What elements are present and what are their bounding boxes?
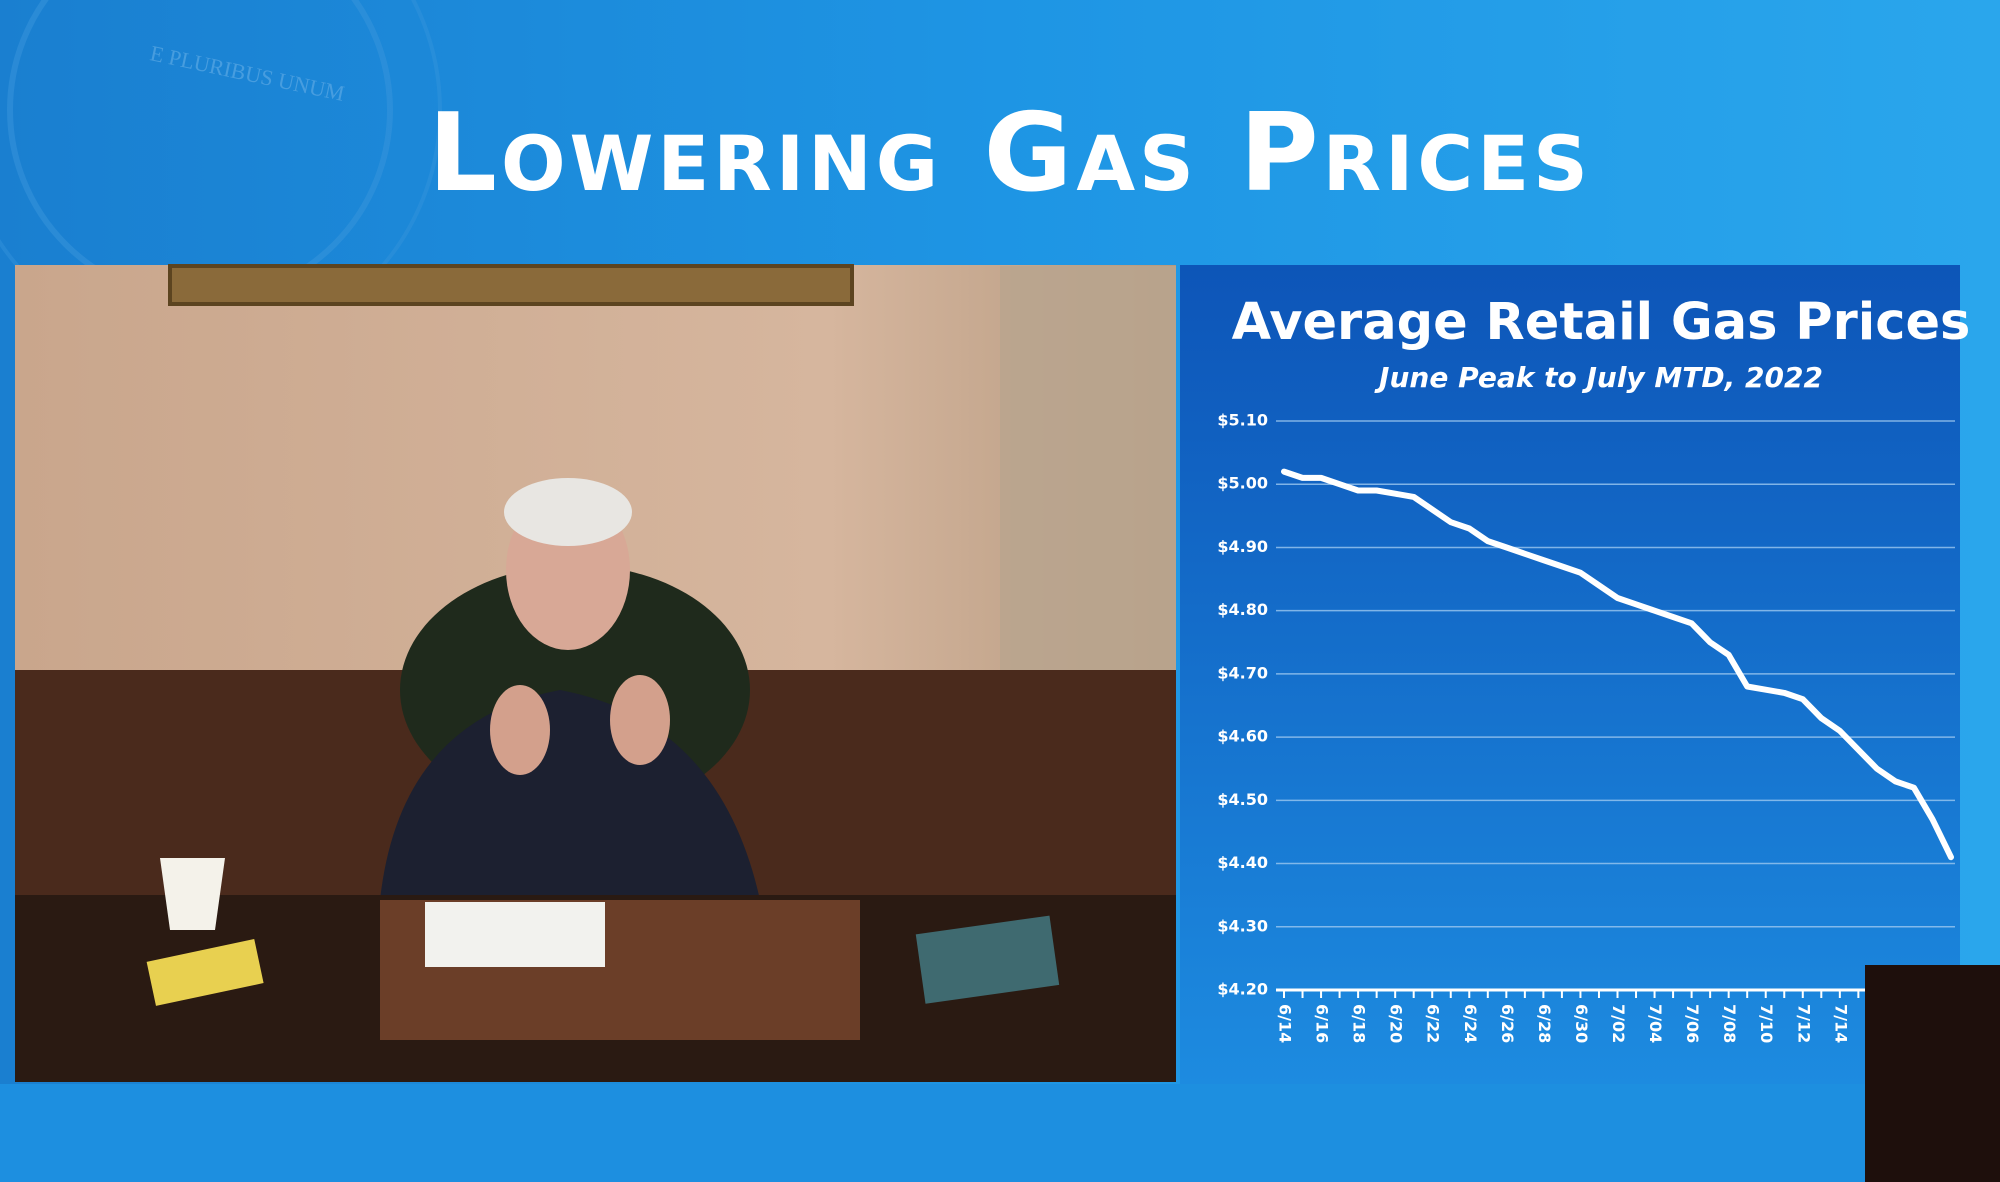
y-tick-label: $4.60 [1217,727,1268,746]
video-panel [15,264,1176,1082]
x-tick-label: 6/18 [1350,1004,1369,1043]
x-tick-label: 6/28 [1535,1004,1554,1043]
picture-frame [168,264,854,306]
packet [146,939,264,1006]
chart-subtitle: June Peak to July MTD, 2022 [1374,361,1823,394]
hair [504,478,632,546]
chart-title: Average Retail Gas Prices [1232,293,1971,352]
hand [610,675,670,765]
x-tick-label: 6/20 [1387,1004,1406,1043]
y-tick-label: $4.50 [1217,790,1268,809]
x-tick-label: 7/14 [1831,1004,1850,1043]
x-tick-label: 6/22 [1424,1004,1443,1043]
hand [490,685,550,775]
x-tick-label: 6/14 [1276,1004,1295,1043]
y-tick-label: $4.90 [1217,537,1268,556]
x-tick-label: 7/10 [1757,1004,1776,1043]
x-tick-label: 6/30 [1572,1004,1591,1043]
x-tick-label: 7/08 [1720,1004,1739,1043]
x-tick-label: 7/06 [1683,1004,1702,1043]
price-line [1281,468,1954,861]
y-tick-label: $4.30 [1217,916,1268,935]
x-tick-label: 7/12 [1794,1004,1813,1043]
x-tick-label: 6/24 [1461,1004,1480,1043]
banner-title: Lowering Gas Prices [428,91,1592,216]
y-tick-label: $5.00 [1217,474,1268,493]
book [915,915,1060,1004]
y-tick-label: $4.20 [1217,980,1268,999]
y-tick-label: $4.80 [1217,600,1268,619]
x-tick-label: 7/04 [1646,1004,1665,1043]
x-tick-label: 7/02 [1609,1004,1628,1043]
podium [1865,965,2000,1182]
cup [160,858,225,930]
y-tick-label: $4.70 [1217,663,1268,682]
x-tick-label: 6/16 [1313,1004,1332,1043]
y-tick-label: $4.40 [1217,853,1268,872]
x-tick-label: 6/26 [1498,1004,1517,1043]
papers [425,902,605,967]
y-tick-label: $5.10 [1217,411,1268,430]
bottom-strip [0,1084,1920,1182]
